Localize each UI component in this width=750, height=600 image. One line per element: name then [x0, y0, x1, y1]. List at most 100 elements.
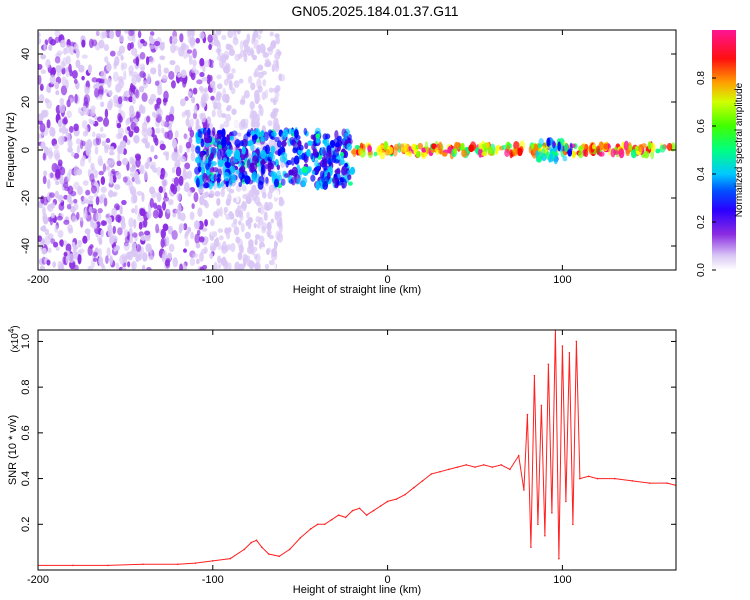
spectrogram-cell: [111, 207, 117, 217]
spectrogram-cell: [225, 198, 231, 206]
spectrogram-cell: [221, 113, 227, 119]
spectrogram-cell: [246, 211, 250, 220]
spectrogram-cell: [133, 135, 140, 143]
snr-panel: -200 -100 0 100 0.2 0.4 0.6 0.8 1.0 Height of s…: [7, 325, 677, 596]
spectrogram-cell: [170, 43, 176, 54]
spectrogram-cell: [131, 260, 137, 270]
spectrogram-cell: [216, 107, 223, 118]
spectrogram-cell: [112, 174, 117, 183]
spectrogram-cell: [210, 146, 217, 157]
spectrogram-cell: [48, 44, 53, 51]
spectrogram-cell: [233, 80, 240, 88]
spectrogram-cell: [179, 212, 186, 222]
colorbar-scale: [712, 30, 736, 270]
spectrogram-cell: [67, 147, 74, 153]
spectrogram-cell: [172, 257, 179, 268]
spectrogram-cell: [315, 180, 320, 191]
spectrogram-cell: [216, 197, 221, 206]
spectrogram-cell: [168, 243, 175, 253]
spectrogram-cell: [154, 80, 160, 86]
spectrogram-cell: [82, 130, 89, 137]
snr-data-point: [404, 493, 406, 496]
spectrogram-cell: [130, 84, 136, 93]
spectrogram-cell: [97, 158, 104, 167]
spectrogram-cell: [95, 133, 102, 139]
spectrogram-cell: [98, 237, 103, 246]
spectrogram-cell: [183, 133, 189, 140]
spectrogram-cell: [196, 229, 201, 236]
spectrogram-cell: [569, 142, 573, 153]
spectrogram-cell: [165, 236, 170, 247]
spectrogram-cell: [55, 168, 61, 179]
spectrogram-cell: [204, 137, 211, 144]
spectrogram-cell: [127, 42, 132, 51]
spectrogram-cell: [81, 75, 85, 81]
spectrogram-cell: [249, 101, 255, 110]
spectrogram-cell: [223, 171, 230, 182]
spectrogram-cell: [184, 233, 188, 240]
colorbar-label: Normalized spectral amplitude: [734, 82, 745, 217]
spectrogram-cell: [195, 37, 200, 44]
snr-series-points: [38, 330, 676, 567]
spectrogram-cell: [75, 48, 80, 59]
spectrogram-cell: [103, 89, 109, 94]
spectrogram-cell: [137, 253, 142, 261]
spectrogram-cell: [55, 64, 62, 73]
spectrogram-cell: [138, 221, 143, 230]
spectrogram-cell: [454, 141, 459, 150]
spectrogram-cell: [530, 143, 535, 149]
spectrogram-cell: [205, 148, 210, 157]
snr-data-point: [575, 340, 578, 343]
spectrogram-cell: [208, 43, 212, 51]
spectrogram-cell: [98, 39, 105, 49]
spectrogram-cell: [253, 222, 257, 229]
spectrogram-cell: [55, 246, 60, 251]
spectrogram-cell: [101, 31, 108, 38]
spectrogram-cell: [200, 138, 205, 148]
spectrogram-cell: [217, 255, 222, 264]
spectrogram-cell: [217, 263, 222, 270]
spectrogram-cell: [211, 231, 218, 238]
spectrogram-cell: [231, 173, 236, 184]
spectrogram-cell: [221, 34, 227, 41]
spectrogram-cell: [291, 166, 298, 177]
spectrogram-cell: [259, 43, 266, 54]
spectrogram-cell: [275, 36, 281, 45]
spectrogram-cell: [638, 144, 644, 153]
snr-data-point: [344, 516, 347, 519]
spectrogram-cell: [227, 226, 232, 233]
spectrogram-cell: [99, 126, 104, 133]
spectrogram-cell: [65, 79, 69, 89]
spectrogram-cell: [131, 94, 136, 105]
spectrogram-cell: [54, 30, 61, 37]
spectrogram-cell: [53, 143, 60, 150]
spectrogram-cell: [301, 166, 308, 174]
spectrogram-cell: [92, 251, 98, 257]
spectrogram-cell: [666, 142, 673, 151]
spectrogram-cell: [239, 165, 246, 174]
spectrogram-cell: [193, 104, 198, 114]
spectrogram-cell: [159, 173, 165, 180]
spectrogram-cell: [233, 226, 240, 236]
spectrogram-cell: [516, 147, 523, 157]
spectrogram-cell: [102, 163, 107, 173]
spectrogram-cell: [55, 180, 60, 186]
spectrogram-cell: [62, 182, 69, 189]
spectrogram-cell: [153, 154, 158, 160]
spectrogram-cell: [171, 230, 178, 240]
x-tick-label: 100: [553, 274, 571, 286]
spectrogram-cell: [257, 207, 262, 213]
snr-data-point: [482, 464, 485, 466]
spectrogram-cell: [58, 202, 65, 211]
snr-data-point: [267, 553, 270, 555]
spectrogram-cell: [142, 80, 148, 89]
spectrogram-cell: [196, 79, 203, 85]
spectrogram-cell: [93, 192, 98, 198]
spectrogram-cell: [179, 223, 185, 231]
spectrogram-cell: [164, 260, 170, 267]
spectrogram-cell: [200, 89, 206, 94]
spectrogram-cell: [238, 253, 243, 258]
snr-data-point: [421, 480, 424, 482]
spectrogram-cell: [213, 173, 217, 182]
